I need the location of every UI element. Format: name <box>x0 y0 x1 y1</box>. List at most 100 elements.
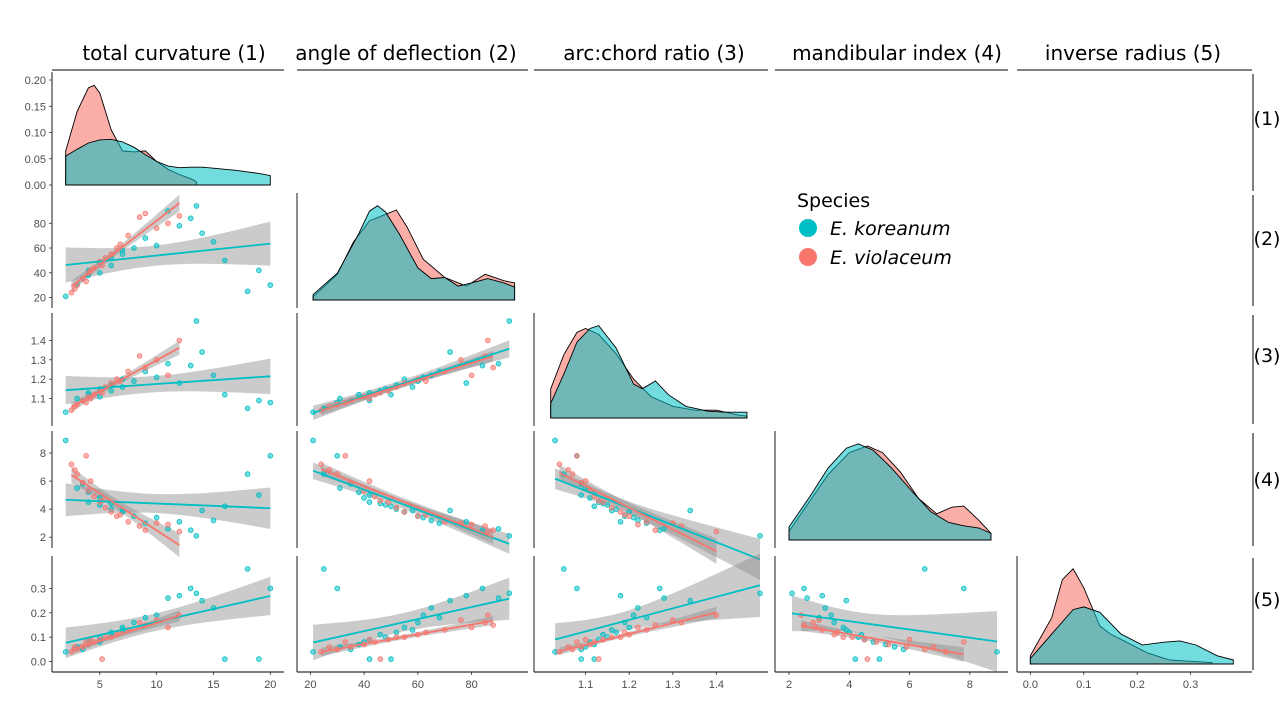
data-point-koreanum <box>210 372 217 379</box>
data-point-koreanum <box>366 656 373 662</box>
data-point-koreanum <box>994 648 1000 655</box>
data-point-koreanum <box>320 566 327 572</box>
confidence-band-violaceum <box>71 340 180 413</box>
legend-swatch-violaceum <box>799 248 817 266</box>
data-point-koreanum <box>687 597 693 604</box>
panel-grid: 0.000.050.100.150.20204060801.11.21.31.4… <box>25 72 1252 691</box>
data-point-koreanum <box>757 590 763 597</box>
data-point-koreanum <box>153 242 160 249</box>
data-point-violaceum <box>401 509 408 515</box>
confidence-band-violaceum <box>559 606 717 655</box>
panel-r3-c3 <box>533 313 748 426</box>
data-point-koreanum <box>495 360 502 367</box>
data-point-violaceum <box>136 619 143 626</box>
data-point-violaceum <box>326 644 333 650</box>
regression-line-koreanum <box>791 612 998 643</box>
column-label-5: inverse radius (5) <box>1045 41 1221 65</box>
row-label-3: (3) <box>1254 345 1280 367</box>
data-point-violaceum <box>176 528 183 535</box>
x-tick-label: 1.3 <box>665 679 680 691</box>
data-point-koreanum <box>153 374 160 381</box>
data-point-violaceum <box>864 656 871 662</box>
panel-r5-c3: 1.1 1.2 1.3 1.4 <box>533 553 768 691</box>
data-point-koreanum <box>62 293 69 300</box>
data-point-koreanum <box>401 624 408 631</box>
data-point-koreanum <box>193 203 200 209</box>
data-point-koreanum <box>415 619 421 626</box>
data-point-koreanum <box>153 514 160 521</box>
confidence-band-koreanum <box>555 553 760 656</box>
data-point-violaceum <box>87 478 94 484</box>
data-point-violaceum <box>415 513 421 519</box>
data-point-violaceum <box>960 639 967 645</box>
data-point-koreanum <box>447 349 453 355</box>
panel-r4-c1: 2 4 6 8 <box>40 431 274 558</box>
y-tick-label: 0.15 <box>25 101 46 113</box>
y-tick-label: 6 <box>40 476 46 488</box>
data-point-violaceum <box>458 617 464 623</box>
data-point-violaceum <box>565 467 571 473</box>
data-point-koreanum <box>828 612 834 618</box>
data-point-violaceum <box>136 523 143 529</box>
data-point-koreanum <box>463 592 470 599</box>
data-point-violaceum <box>423 378 429 384</box>
data-point-koreanum <box>267 282 274 288</box>
data-point-koreanum <box>222 391 228 398</box>
x-tick-label: 0.1 <box>1076 679 1091 691</box>
data-point-violaceum <box>366 395 373 402</box>
density-koreanum <box>312 205 516 301</box>
data-point-koreanum <box>199 349 205 355</box>
data-point-violaceum <box>83 452 89 459</box>
data-point-violaceum <box>490 622 496 628</box>
confidence-band-violaceum <box>71 466 180 558</box>
data-point-violaceum <box>582 636 589 643</box>
data-point-violaceum <box>484 528 491 535</box>
data-point-koreanum <box>108 387 114 394</box>
legend-label-violaceum: E. violaceum <box>830 247 952 269</box>
data-point-violaceum <box>490 364 496 371</box>
data-point-violaceum <box>366 636 373 643</box>
x-tick-label: 20 <box>304 679 316 691</box>
regression-line-koreanum <box>554 477 761 561</box>
y-tick-label: 20 <box>34 293 46 305</box>
row-label-4: (4) <box>1254 469 1280 491</box>
regression-line-koreanum <box>65 242 271 266</box>
data-point-violaceum <box>72 286 78 292</box>
data-point-violaceum <box>582 478 589 484</box>
data-point-violaceum <box>117 511 124 518</box>
y-tick-label: 8 <box>40 448 46 460</box>
data-point-violaceum <box>342 452 349 459</box>
data-point-violaceum <box>643 518 650 525</box>
y-tick-label: 0.0 <box>31 657 46 669</box>
data-point-violaceum <box>125 518 131 525</box>
data-point-koreanum <box>613 629 619 636</box>
data-point-violaceum <box>136 214 143 220</box>
data-point-violaceum <box>153 520 160 526</box>
data-point-koreanum <box>789 590 795 597</box>
data-point-violaceum <box>468 521 475 528</box>
data-point-koreanum <box>310 648 316 655</box>
data-point-violaceum <box>595 656 602 662</box>
data-point-koreanum <box>447 597 453 604</box>
data-point-violaceum <box>91 493 97 500</box>
column-strips: total curvature (1) angle of deflection … <box>52 41 1252 71</box>
column-label-2: angle of deflection (2) <box>295 41 516 65</box>
data-point-koreanum <box>193 532 200 539</box>
data-point-koreanum <box>366 499 373 505</box>
data-point-koreanum <box>506 590 513 597</box>
regression-line-koreanum <box>312 597 510 644</box>
data-point-koreanum <box>199 507 205 514</box>
data-point-violaceum <box>885 641 892 648</box>
panel-r2-c1: 20 40 60 80 <box>34 193 274 308</box>
data-point-koreanum <box>479 362 486 369</box>
regression-line-violaceum <box>70 346 180 409</box>
data-point-koreanum <box>222 257 228 264</box>
x-tick-label: 2 <box>786 679 792 691</box>
data-point-koreanum <box>843 627 850 633</box>
regression-line-violaceum <box>559 472 717 552</box>
data-point-koreanum <box>617 518 624 525</box>
data-point-koreanum <box>600 631 606 638</box>
data-point-koreanum <box>267 452 274 459</box>
data-point-koreanum <box>210 517 217 524</box>
